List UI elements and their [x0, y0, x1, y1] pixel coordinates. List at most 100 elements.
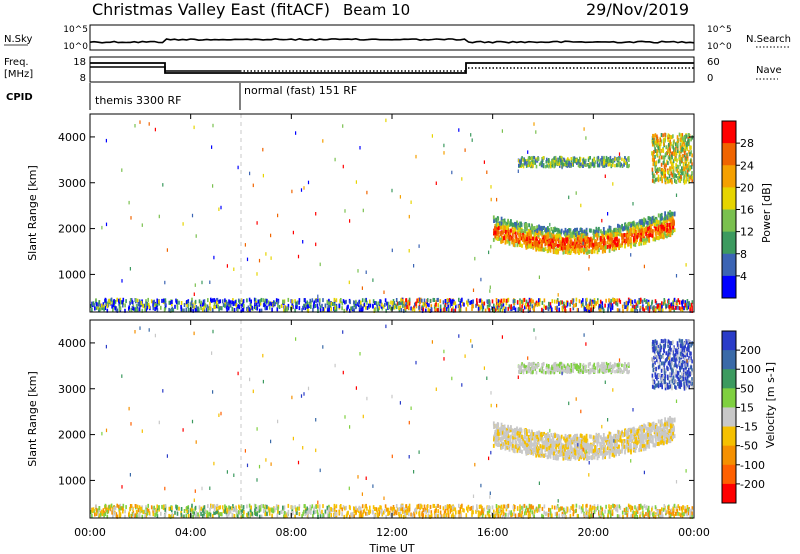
- range-cell: [667, 506, 670, 510]
- range-cell: [444, 509, 447, 513]
- range-cell: [676, 142, 678, 147]
- range-cell: [189, 508, 192, 513]
- range-cell: [598, 226, 600, 231]
- range-cell: [429, 504, 432, 509]
- range-cell: [619, 229, 622, 234]
- range-cell: [296, 511, 298, 515]
- range-cell: [608, 248, 611, 253]
- range-cell: [659, 220, 662, 225]
- range-cell: [514, 513, 517, 518]
- range-cell: [514, 307, 517, 312]
- range-cell: [421, 510, 424, 515]
- range-cell: [459, 301, 462, 306]
- range-cell: [557, 237, 559, 242]
- range-cell: [221, 306, 223, 311]
- range-cell: [691, 162, 693, 167]
- range-cell: [207, 504, 209, 509]
- range-cell: [678, 306, 681, 311]
- range-cell: [488, 509, 490, 514]
- range-cell: [415, 304, 418, 309]
- range-cell: [357, 269, 359, 273]
- range-cell: [660, 162, 663, 167]
- range-cell: [214, 505, 216, 510]
- range-cell: [360, 506, 362, 511]
- range-cell: [448, 504, 451, 508]
- range-cell: [341, 301, 344, 306]
- range-cell: [551, 160, 553, 164]
- range-cell: [645, 300, 647, 304]
- range-cell: [632, 223, 635, 228]
- range-cell: [634, 237, 637, 241]
- range-cell: [574, 227, 576, 232]
- range-cell: [405, 504, 408, 509]
- range-cell: [511, 225, 514, 230]
- range-cell: [253, 503, 256, 508]
- range-cell: [380, 304, 383, 309]
- range-cell: [417, 503, 420, 508]
- range-cell: [384, 302, 386, 307]
- range-cell: [254, 306, 257, 310]
- range-cell: [306, 510, 308, 515]
- range-cell: [539, 238, 542, 243]
- range-cell: [608, 301, 611, 306]
- range-cell: [391, 300, 394, 305]
- range-cell: [374, 507, 376, 511]
- range-cell: [181, 514, 184, 519]
- range-cell: [253, 511, 256, 515]
- range-cell: [248, 297, 251, 302]
- range-cell: [97, 305, 99, 310]
- range-cell: [164, 305, 167, 310]
- range-cell: [610, 233, 613, 238]
- range-cell: [500, 305, 503, 310]
- range-cell: [568, 160, 570, 165]
- range-cell: [484, 514, 487, 519]
- range-cell: [678, 506, 681, 511]
- range-cell: [383, 510, 385, 515]
- range-cell: [607, 303, 610, 308]
- range-cell: [662, 149, 665, 153]
- range-cell: [660, 212, 663, 217]
- range-cell: [620, 233, 623, 238]
- range-cell: [563, 507, 565, 512]
- range-cell: [652, 218, 655, 223]
- range-cell: [628, 163, 630, 168]
- range-cell: [664, 224, 666, 229]
- range-cell: [194, 307, 197, 312]
- range-cell: [104, 512, 107, 516]
- range-cell: [556, 250, 558, 255]
- range-cell: [132, 306, 135, 311]
- range-cell: [459, 304, 462, 309]
- range-cell: [106, 308, 109, 313]
- range-cell: [691, 515, 693, 519]
- range-cell: [435, 307, 437, 312]
- range-cell: [194, 283, 196, 287]
- range-cell: [496, 507, 499, 512]
- range-cell: [618, 232, 621, 237]
- range-cell: [641, 505, 644, 510]
- range-cell: [578, 247, 581, 252]
- range-cell: [580, 506, 583, 511]
- range-cell: [560, 246, 563, 251]
- range-cell: [604, 174, 606, 178]
- range-cell: [451, 507, 453, 512]
- range-cell: [294, 514, 296, 519]
- range-cell: [385, 308, 387, 313]
- range-cell: [569, 235, 572, 240]
- range-cell: [250, 510, 252, 515]
- range-cell: [427, 513, 430, 518]
- range-cell: [98, 307, 101, 312]
- range-cell: [504, 240, 507, 245]
- range-cell: [690, 145, 692, 150]
- range-cell: [219, 306, 221, 311]
- range-cell: [609, 510, 611, 515]
- range-cell: [340, 298, 342, 302]
- range-cell: [486, 170, 488, 174]
- range-cell: [335, 298, 338, 303]
- range-cell: [677, 176, 679, 181]
- range-cell: [242, 513, 245, 518]
- range-cell: [618, 238, 620, 243]
- range-cell: [541, 513, 543, 518]
- range-cell: [529, 244, 532, 249]
- range-cell: [656, 167, 659, 172]
- range-cell: [536, 508, 539, 513]
